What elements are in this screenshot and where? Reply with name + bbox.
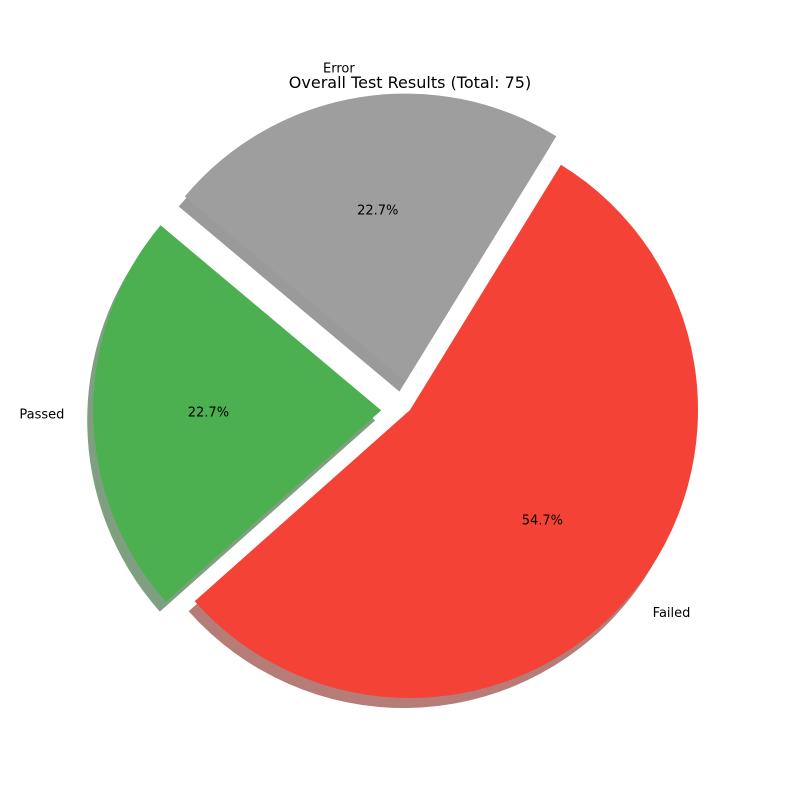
slice-percent-failed: 54.7% xyxy=(522,514,563,529)
slice-passed xyxy=(93,225,382,602)
slice-percent-error: 22.7% xyxy=(357,203,398,218)
slice-label-passed: Passed xyxy=(19,407,64,422)
slice-labels: Passed 22.7% Failed 54.7% Error 22.7% xyxy=(19,61,690,621)
slice-error xyxy=(184,93,557,382)
slice-failed xyxy=(194,164,698,698)
pie-slices xyxy=(93,93,698,698)
slice-label-error: Error xyxy=(323,61,355,76)
slice-label-failed: Failed xyxy=(653,606,691,621)
chart-title: Overall Test Results (Total: 75) xyxy=(289,73,531,92)
slice-percent-passed: 22.7% xyxy=(188,405,229,420)
